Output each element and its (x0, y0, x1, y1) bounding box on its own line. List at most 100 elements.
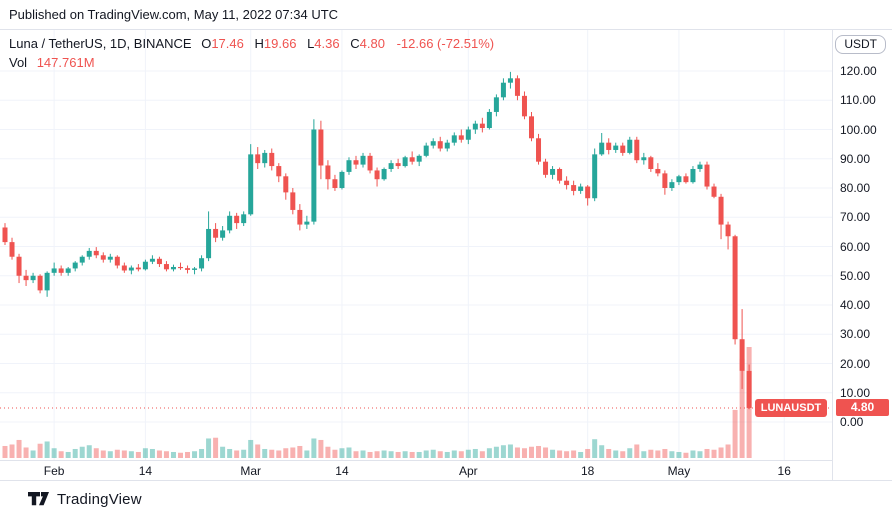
volume-bar (690, 450, 696, 458)
candle-body (500, 82, 506, 98)
candle-body (353, 160, 359, 165)
volume-bar (514, 447, 520, 458)
legend-symbol-row: Luna / TetherUS, 1D, BINANCE O17.46 H19.… (9, 36, 494, 51)
volume-bar (592, 439, 598, 458)
volume-bar (641, 451, 647, 458)
volume-bar (156, 450, 162, 458)
volume-bar (9, 444, 15, 458)
volume-bar (311, 438, 317, 458)
volume-bar (44, 441, 50, 458)
candle-body (507, 78, 513, 83)
candle-body (332, 179, 338, 188)
change-value: -12.66 (-72.51%) (396, 36, 495, 51)
price-tick-label: 110.00 (840, 93, 876, 108)
time-tick-label: May (667, 464, 691, 478)
candle-body (23, 275, 29, 281)
candle-body (360, 155, 366, 165)
volume-bar (430, 449, 436, 458)
volume-bar (479, 451, 485, 458)
volume-bar (634, 444, 640, 458)
volume-bar (199, 448, 205, 458)
candle-body (493, 97, 499, 112)
volume-bar (51, 448, 57, 458)
candle-body (388, 163, 394, 169)
volume-bar (704, 448, 710, 458)
currency-toggle-button[interactable]: USDT (835, 35, 886, 54)
candlestick-chart[interactable] (0, 30, 832, 480)
price-axis[interactable]: 4.80 120.00 110.00 100.00 90.00 80.00 70.00 60… (832, 30, 892, 480)
candle-body (514, 78, 520, 96)
time-axis[interactable]: Feb 14 Mar 14 Apr 18 May 16 (0, 460, 832, 480)
volume-bar (493, 446, 499, 458)
candle-body (185, 268, 191, 270)
candle-body (416, 155, 422, 162)
price-tick-label: 10.00 (840, 385, 871, 400)
volume-bar (142, 448, 148, 458)
candle-body (367, 155, 373, 171)
candle-body (732, 236, 738, 340)
tradingview-brand[interactable]: TradingView (57, 490, 142, 508)
candle-body (149, 258, 155, 262)
price-tick-label: 90.00 (840, 151, 871, 166)
volume-bar (86, 445, 92, 458)
price-tick-label: 80.00 (840, 181, 871, 195)
chart-region: Luna / TetherUS, 1D, BINANCE O17.46 H19.… (0, 30, 892, 480)
candle-body (297, 209, 303, 225)
candle-body (318, 129, 324, 166)
price-tick-label: 40.00 (840, 298, 871, 312)
symbol-price-tag: LUNAUSDT (755, 398, 827, 417)
volume-bar (114, 449, 120, 458)
candle-body (86, 250, 92, 257)
candle-body (30, 275, 36, 281)
volume-bar (16, 439, 22, 458)
volume-bar (732, 409, 738, 458)
volume-bar (529, 446, 534, 458)
footer: TradingView (0, 480, 892, 517)
candle-body (739, 339, 745, 371)
price-tick-label: 20.00 (840, 356, 871, 371)
volume-bar (500, 445, 506, 458)
price-tick-label: 70.00 (840, 210, 871, 225)
volume-bar (72, 448, 78, 458)
volume-bar (557, 450, 563, 458)
candle-body (311, 129, 317, 222)
candle-body (114, 256, 120, 266)
candle-body (2, 227, 8, 243)
volume-value: 147.761M (36, 55, 95, 70)
candle-body (697, 164, 703, 169)
time-tick-label: Feb (43, 464, 65, 478)
candle-body (402, 157, 408, 167)
time-tick-label: 14 (335, 464, 349, 478)
volume-bar (79, 446, 85, 458)
candle-body (262, 152, 268, 164)
candle-body (676, 176, 682, 183)
volume-bar (121, 450, 127, 458)
tradingview-logo-icon (28, 492, 49, 506)
candle-body (65, 268, 71, 273)
price-tick-label: 120.00 (840, 64, 877, 78)
candle-body (543, 161, 549, 175)
ohlc-close: C4.80 (350, 36, 385, 51)
volume-bar (711, 449, 717, 458)
volume-bar (325, 446, 331, 458)
candle-body (711, 186, 717, 197)
volume-bar (374, 451, 380, 458)
candle-body (634, 139, 640, 161)
candle-body (444, 142, 450, 149)
candle-body (206, 228, 212, 259)
candle-body (156, 258, 162, 265)
volume-bar (58, 451, 64, 458)
ohlc-low: L4.36 (307, 36, 340, 51)
candle-body (536, 138, 542, 162)
volume-bar (458, 451, 464, 458)
volume-bar (676, 451, 682, 458)
volume-bar (353, 451, 359, 458)
volume-bar (444, 451, 450, 458)
volume-bar (206, 438, 212, 458)
volume-bar (683, 452, 689, 458)
candle-body (627, 139, 633, 153)
candle-body (479, 123, 485, 129)
candle-body (381, 168, 387, 180)
volume-bar (388, 451, 394, 458)
